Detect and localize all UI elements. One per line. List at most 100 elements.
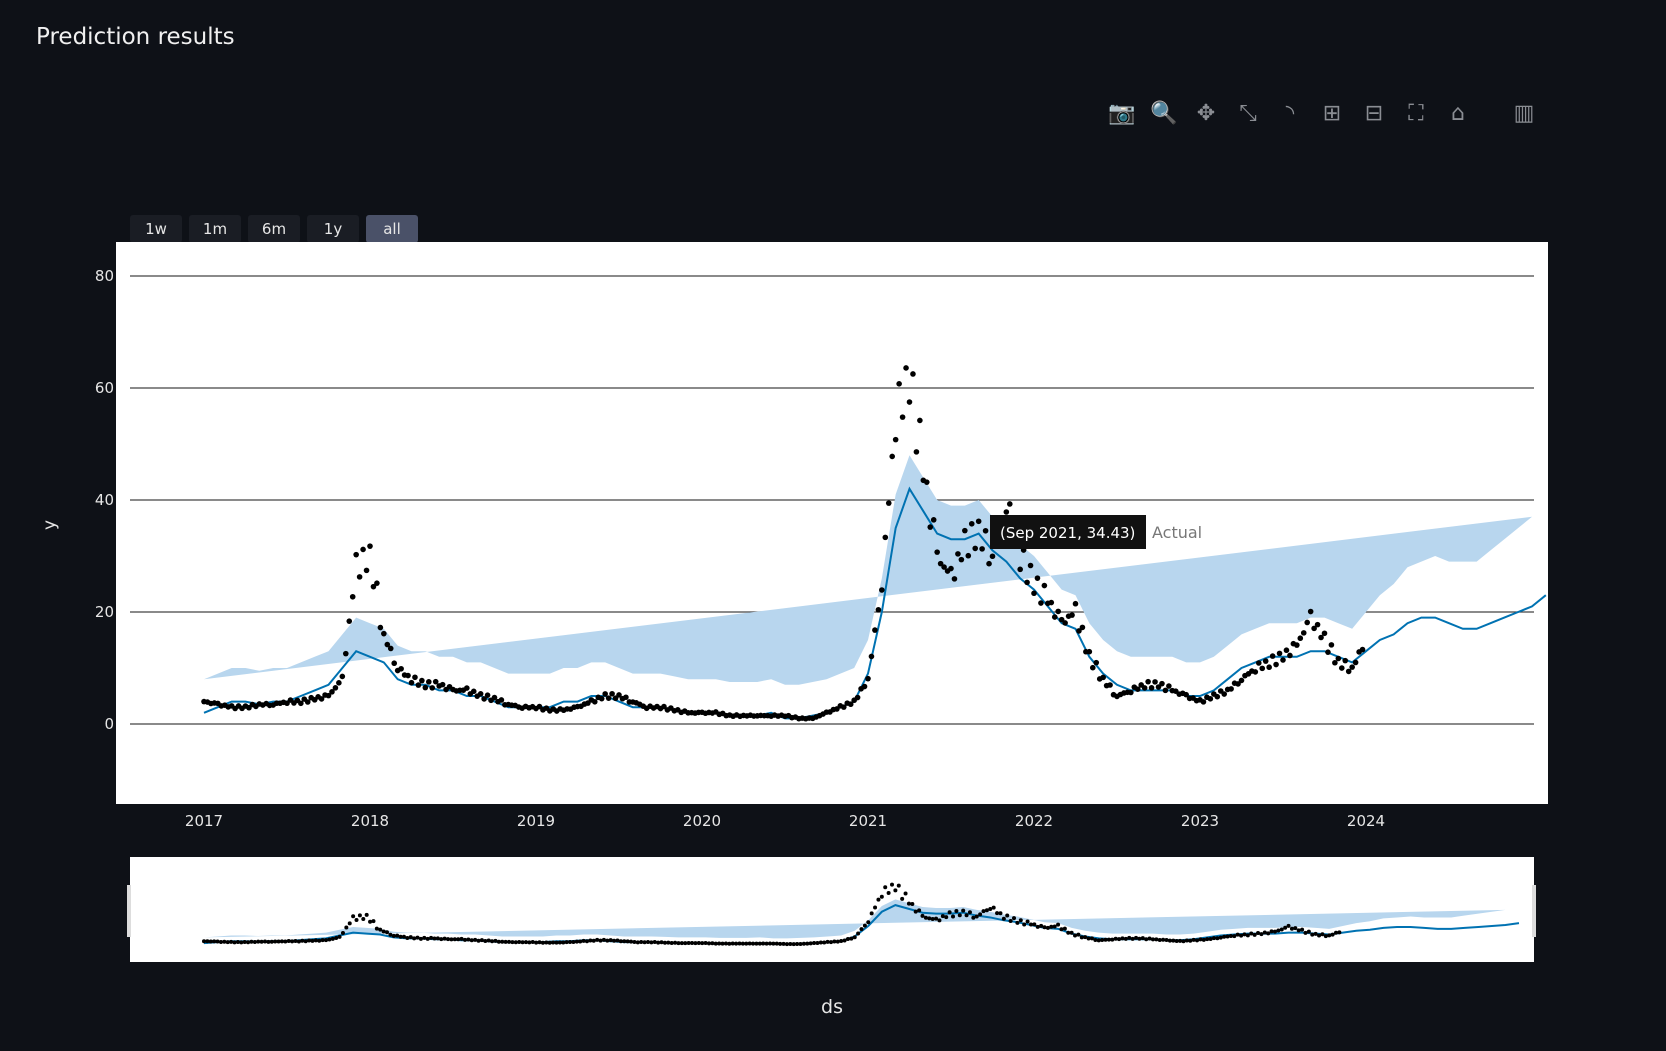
range-button-1m[interactable]: 1m xyxy=(189,215,241,243)
actual-point xyxy=(1280,657,1286,663)
actual-point xyxy=(703,940,708,945)
actual-point xyxy=(208,939,213,944)
expand-icon[interactable]: ⤡ xyxy=(1239,101,1257,126)
autoscale-icon[interactable]: ⛶ xyxy=(1408,101,1424,126)
actual-point xyxy=(995,911,1000,916)
tooltip-series: Actual xyxy=(1152,523,1202,542)
actual-point xyxy=(900,896,905,901)
zoom-in-icon[interactable]: ⊞ xyxy=(1322,101,1342,126)
x-tick-label: 2019 xyxy=(517,812,555,830)
zoom-icon[interactable]: 🔍 xyxy=(1150,101,1178,126)
actual-point xyxy=(218,939,223,944)
actual-point xyxy=(968,520,975,527)
range-button-1y[interactable]: 1y xyxy=(307,215,359,243)
actual-point xyxy=(988,907,993,912)
actual-point xyxy=(737,941,742,946)
actual-point xyxy=(1293,926,1298,931)
actual-point xyxy=(1062,926,1067,931)
modebar: 📷 🔍 ✥ ⤡ ◝ ⊞ ⊟ ⛶ ⌂ ▥ xyxy=(1108,100,1538,128)
range-slider-handle-right[interactable] xyxy=(1532,885,1536,937)
actual-point xyxy=(605,695,612,701)
actual-point xyxy=(1008,918,1013,923)
actual-point xyxy=(744,941,749,946)
actual-point xyxy=(896,380,902,387)
actual-point xyxy=(415,682,422,688)
actual-point xyxy=(978,912,983,917)
actual-point xyxy=(357,913,362,918)
range-slider[interactable] xyxy=(130,857,1534,962)
forecast-line xyxy=(203,486,1547,720)
plotly-logo-icon[interactable]: ▥ xyxy=(1513,101,1535,126)
actual-point xyxy=(269,939,274,944)
actual-point xyxy=(1225,934,1230,939)
actual-point xyxy=(854,694,861,701)
plot-area[interactable] xyxy=(116,242,1548,804)
actual-point xyxy=(391,660,398,667)
range-button-all[interactable]: all xyxy=(366,215,418,243)
actual-point xyxy=(318,696,325,702)
y-axis-label: y xyxy=(40,520,60,530)
actual-point xyxy=(1304,619,1311,626)
actual-point xyxy=(991,905,996,910)
actual-point xyxy=(917,417,923,424)
actual-point xyxy=(374,580,380,586)
actual-point xyxy=(1306,929,1311,934)
actual-point xyxy=(706,941,711,946)
range-button-1w[interactable]: 1w xyxy=(130,215,182,243)
actual-point xyxy=(1183,691,1189,698)
x-tick-label: 2022 xyxy=(1015,812,1053,830)
actual-point xyxy=(1269,653,1276,659)
actual-point xyxy=(286,938,291,943)
actual-point xyxy=(412,674,418,681)
actual-point xyxy=(1211,936,1216,941)
range-button-6m[interactable]: 6m xyxy=(248,215,300,243)
actual-point xyxy=(849,936,854,941)
actual-point xyxy=(1276,928,1281,933)
actual-point xyxy=(998,911,1003,916)
actual-point xyxy=(452,937,457,942)
actual-point xyxy=(540,940,545,945)
pan-icon[interactable]: ✥ xyxy=(1196,101,1216,126)
actual-point xyxy=(927,916,932,921)
actual-point xyxy=(432,678,439,685)
actual-point xyxy=(395,933,400,938)
zoom-out-icon[interactable]: ⊟ xyxy=(1364,101,1384,126)
actual-point xyxy=(273,939,278,944)
actual-point xyxy=(276,939,281,944)
camera-icon[interactable]: 📷 xyxy=(1108,101,1136,126)
lasso-icon[interactable]: ◝ xyxy=(1285,101,1295,126)
actual-point xyxy=(1317,933,1322,938)
actual-point xyxy=(1055,608,1062,615)
actual-point xyxy=(856,931,861,936)
actual-point xyxy=(1300,927,1305,932)
actual-point xyxy=(1130,936,1135,941)
actual-point xyxy=(1006,501,1013,507)
actual-point xyxy=(876,897,881,902)
actual-point xyxy=(1159,680,1165,687)
uncertainty-band xyxy=(204,899,1506,939)
x-tick-label: 2017 xyxy=(185,812,223,830)
actual-point xyxy=(425,936,430,941)
actual-point xyxy=(609,690,615,697)
actual-point xyxy=(510,940,515,945)
actual-point xyxy=(1166,683,1172,689)
actual-point xyxy=(336,680,342,686)
actual-point xyxy=(1327,933,1332,938)
actual-point xyxy=(1086,936,1091,941)
actual-point xyxy=(1198,937,1203,942)
actual-point xyxy=(477,691,484,697)
actual-point xyxy=(961,908,966,913)
actual-point xyxy=(974,914,979,919)
actual-point xyxy=(615,938,620,943)
actual-point xyxy=(875,606,882,613)
actual-point xyxy=(385,930,390,935)
actual-point xyxy=(717,941,722,946)
range-slider-handle-left[interactable] xyxy=(127,885,131,937)
actual-point xyxy=(1038,600,1044,606)
actual-point xyxy=(523,940,528,945)
reset-axes-icon[interactable]: ⌂ xyxy=(1451,101,1465,126)
actual-point xyxy=(890,882,895,887)
actual-point xyxy=(1017,566,1023,573)
actual-point xyxy=(623,694,629,701)
